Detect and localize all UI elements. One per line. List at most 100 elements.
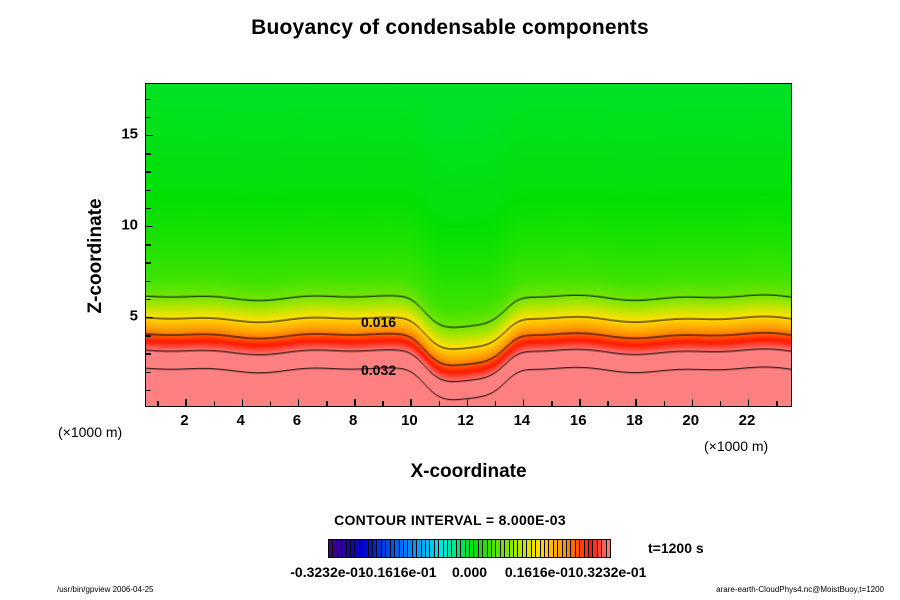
y-tick-label: 10	[121, 216, 138, 234]
x-tick	[438, 401, 441, 406]
x-tick-label: 22	[738, 412, 756, 429]
colorbar-band	[505, 540, 510, 557]
colorbar-band	[452, 540, 457, 557]
colorbar-band	[487, 540, 493, 557]
colorbar-band	[580, 540, 585, 557]
colorbar-band	[386, 540, 391, 557]
x-tick-label: 14	[513, 412, 531, 429]
colorbar-band	[351, 540, 356, 557]
contour-label-upper: 0.016	[361, 314, 397, 330]
footer-dataset: arare-earth-CloudPhys4.nc@MoistBuoy,t=12…	[716, 585, 884, 594]
y-tick	[146, 189, 151, 192]
colorbar-band	[584, 540, 589, 557]
colorbar-band	[514, 540, 519, 557]
y-tick	[146, 225, 153, 228]
y-tick-label: 5	[129, 307, 138, 325]
buoyancy-field-canvas	[146, 84, 791, 406]
colorbar-band	[381, 540, 387, 557]
colorbar-band	[399, 540, 404, 557]
colorbar-band	[500, 540, 506, 557]
x-tick	[466, 399, 469, 406]
colorbar-band	[408, 540, 413, 557]
colorbar	[328, 539, 611, 558]
colorbar-band	[483, 540, 488, 557]
x-tick	[522, 399, 525, 406]
colorbar-band	[588, 540, 594, 557]
colorbar-band	[496, 540, 501, 557]
x-tick-label: 10	[401, 412, 418, 429]
colorbar-band	[377, 540, 382, 557]
x-tick	[241, 399, 244, 406]
colorbar-band	[456, 540, 462, 557]
x-tick-label: 6	[292, 412, 302, 429]
colorbar-tick-label: -0.1616e-01	[360, 564, 437, 580]
x-tick	[213, 401, 215, 406]
x-tick	[635, 399, 637, 406]
x-tick-label: 20	[682, 412, 700, 429]
colorbar-tick-labels: -0.3232e-01 -0.1616e-01 0.000 0.1616e-01 0.3…	[0, 564, 900, 582]
y-tick	[146, 207, 151, 210]
y-tick-label: 15	[121, 125, 138, 143]
colorbar-band	[403, 540, 409, 557]
contour-plot-area	[145, 83, 792, 407]
x-tick	[579, 399, 581, 406]
x-axis-unit-note: (×1000 m)	[704, 438, 769, 454]
colorbar-band	[478, 540, 484, 557]
colorbar-band	[461, 540, 466, 557]
colorbar-band	[522, 540, 528, 557]
y-tick	[146, 98, 151, 101]
contour-interval-label: CONTOUR INTERVAL = 8.000E-03	[334, 512, 566, 528]
y-tick	[146, 134, 153, 137]
x-tick	[157, 401, 159, 406]
y-tick	[146, 280, 151, 283]
colorbar-band	[359, 540, 365, 557]
x-tick-label: 18	[626, 412, 643, 429]
colorbar-band	[527, 540, 532, 557]
x-tick	[691, 399, 694, 406]
y-tick	[146, 316, 153, 319]
y-tick	[146, 262, 151, 264]
colorbar-band	[439, 540, 444, 557]
colorbar-band	[536, 540, 541, 557]
colorbar-band	[492, 540, 497, 557]
colorbar-band	[390, 540, 396, 557]
colorbar-band	[474, 540, 479, 557]
colorbar-band	[373, 540, 378, 557]
colorbar-band	[544, 540, 550, 557]
colorbar-band	[558, 540, 563, 557]
colorbar-band	[368, 540, 374, 557]
colorbar-band	[509, 540, 515, 557]
colorbar-band	[549, 540, 554, 557]
y-tick	[146, 389, 151, 392]
colorbar-band	[531, 540, 537, 557]
y-tick	[146, 353, 151, 355]
x-tick	[719, 401, 722, 406]
x-tick	[382, 401, 384, 406]
x-axis-title: X-coordinate	[410, 461, 527, 482]
colorbar-band	[430, 540, 435, 557]
footer-source: /usr/bin/gpview 2006-04-25	[57, 585, 154, 594]
colorbar-band	[333, 540, 338, 557]
colorbar-band	[540, 540, 545, 557]
colorbar-band	[443, 540, 448, 557]
contour-label-lower: 0.032	[361, 362, 397, 378]
x-tick	[326, 401, 328, 406]
x-tick	[551, 401, 553, 406]
colorbar-band	[606, 540, 610, 557]
colorbar-band	[421, 540, 426, 557]
colorbar-band	[425, 540, 431, 557]
colorbar-band	[518, 540, 523, 557]
x-tick	[607, 401, 609, 406]
colorbar-band	[562, 540, 567, 557]
y-tick	[146, 153, 151, 155]
time-label: t=1200 s	[648, 540, 704, 556]
y-tick	[146, 244, 151, 246]
page-title: Buoyancy of condensable components	[251, 16, 649, 39]
colorbar-tick-label: 0.3232e-01	[575, 564, 647, 580]
colorbar-band	[553, 540, 559, 557]
y-axis-title: Z-coordinate	[85, 198, 106, 314]
x-tick	[185, 399, 187, 406]
colorbar-tick-label: -0.3232e-01	[290, 564, 366, 580]
colorbar-band	[566, 540, 572, 557]
y-tick	[146, 371, 151, 374]
